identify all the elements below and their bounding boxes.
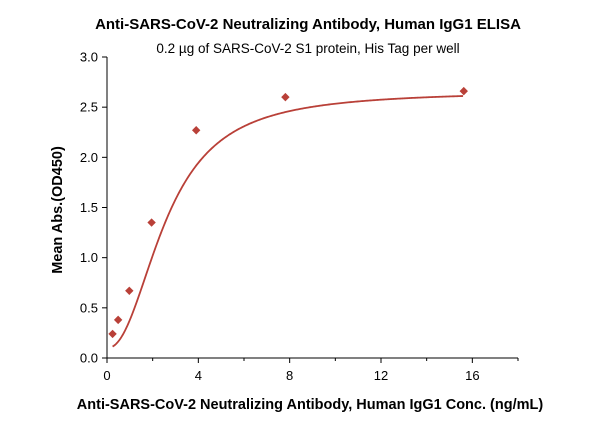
x-axis-label: Anti-SARS-CoV-2 Neutralizing Antibody, H… xyxy=(77,397,544,413)
y-tick-label: 3.0 xyxy=(80,50,98,65)
chart-subtitle: 0.2 µg of SARS-CoV-2 S1 protein, His Tag… xyxy=(156,41,459,56)
x-tick-label: 16 xyxy=(465,368,479,383)
y-tick-label: 1.5 xyxy=(80,200,98,215)
chart-title: Anti-SARS-CoV-2 Neutralizing Antibody, H… xyxy=(95,16,521,33)
y-tick-label: 0.5 xyxy=(80,300,98,315)
fit-curve xyxy=(112,95,464,348)
y-tick-label: 2.5 xyxy=(80,100,98,115)
data-point xyxy=(108,329,117,339)
x-tick-label: 4 xyxy=(195,368,202,383)
y-axis-label: Mean Abs.(OD450) xyxy=(50,146,66,274)
x-tick-label: 8 xyxy=(286,368,293,383)
data-point xyxy=(147,218,156,227)
ticks: 0.0 0.5 1.0 1.5 2.0 2.5 3.0 0 4 8 12 16 xyxy=(80,50,519,383)
axes xyxy=(106,57,518,359)
data-point xyxy=(113,315,123,325)
y-tick-label: 2.0 xyxy=(80,150,98,165)
data-point xyxy=(125,286,134,295)
x-tick-label: 12 xyxy=(374,368,388,383)
y-tick-label: 1.0 xyxy=(80,250,98,265)
x-tick-label: 0 xyxy=(103,368,110,383)
y-tick-label: 0.0 xyxy=(80,351,98,366)
data-point xyxy=(191,126,201,135)
data-points xyxy=(108,86,468,339)
data-point xyxy=(459,86,468,96)
fit-curve-layer xyxy=(112,95,464,348)
data-point xyxy=(281,92,290,102)
